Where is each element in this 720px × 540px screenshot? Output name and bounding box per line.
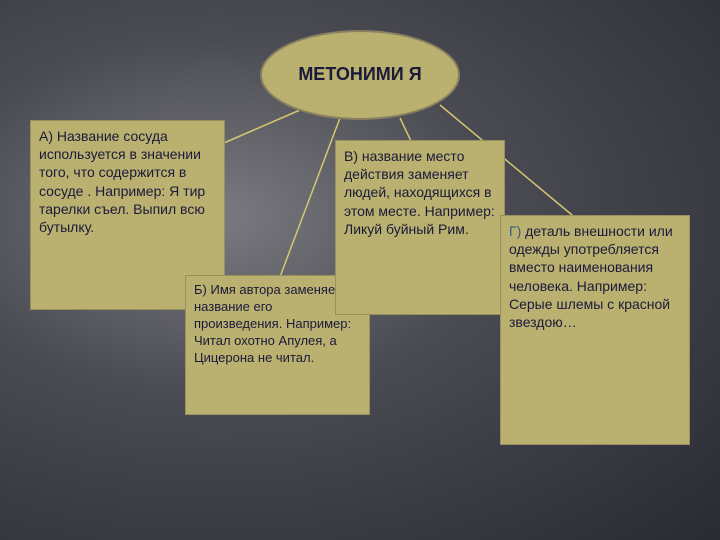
central-node: МЕТОНИМИ Я	[260, 30, 460, 120]
box-text: название место действия заменяет людей, …	[344, 148, 495, 237]
box-prefix: Г)	[509, 223, 521, 239]
box-prefix: В)	[344, 148, 358, 164]
box-prefix: А)	[39, 128, 53, 144]
box-text: Имя автора заменяет название его произве…	[194, 282, 351, 365]
box-d: Г) деталь внешности или одежды употребля…	[500, 215, 690, 445]
box-text: Название сосуда используется в значении …	[39, 128, 205, 235]
box-text: деталь внешности или одежды употребляетс…	[509, 223, 673, 330]
central-label: МЕТОНИМИ Я	[298, 64, 421, 86]
box-prefix: Б)	[194, 282, 207, 297]
box-c: В) название место действия заменяет люде…	[335, 140, 505, 315]
